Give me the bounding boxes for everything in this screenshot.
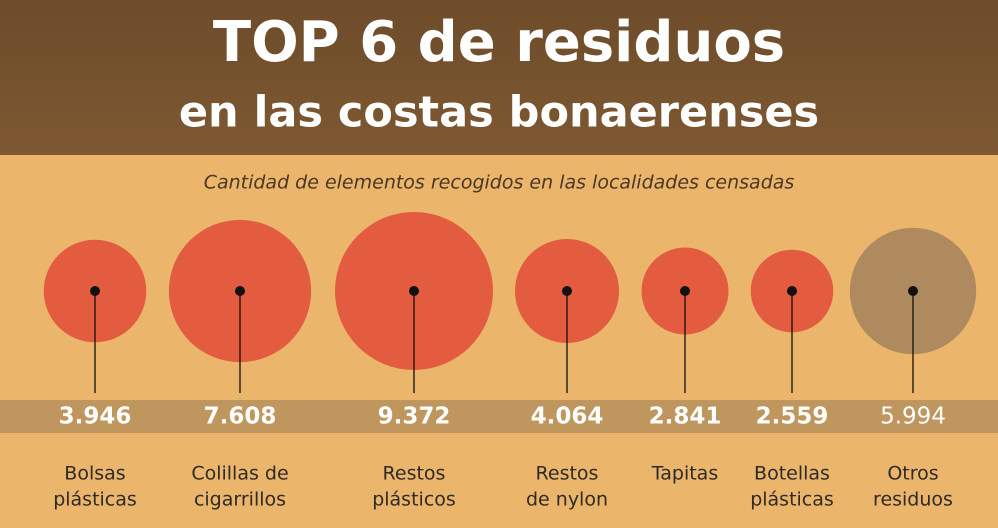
chart-subtitle: Cantidad de elementos recogidos en las l… [204,172,795,194]
value-label: 5.994 [880,404,946,430]
center-dot [787,286,797,296]
category-label: Restos [383,463,446,485]
header-band [0,0,998,155]
category-label: Botellas [754,463,830,485]
value-label: 2.841 [649,404,722,430]
center-dot [562,286,572,296]
category-label: cigarrillos [194,489,286,511]
value-band [0,400,998,433]
center-dot [90,286,100,296]
category-label: plásticos [372,489,456,511]
value-label: 7.608 [204,404,277,430]
category-label: Otros [887,463,938,485]
category-label: Restos [536,463,599,485]
center-dot [908,286,918,296]
category-label: plásticas [53,489,137,511]
value-label: 2.559 [756,404,829,430]
value-label: 9.372 [378,404,451,430]
chart-title: TOP 6 de residuos [213,10,785,75]
category-label: de nylon [526,489,608,511]
category-label: Bolsas [64,463,125,485]
value-label: 4.064 [531,404,604,430]
category-label: Tapitas [651,463,718,485]
center-dot [409,286,419,296]
category-label: residuos [873,489,953,511]
center-dot [235,286,245,296]
chart-title: en las costas bonaerenses [179,88,819,138]
category-label: plásticas [750,489,834,511]
center-dot [680,286,690,296]
category-label: Colillas de [191,463,288,485]
value-label: 3.946 [59,404,132,430]
